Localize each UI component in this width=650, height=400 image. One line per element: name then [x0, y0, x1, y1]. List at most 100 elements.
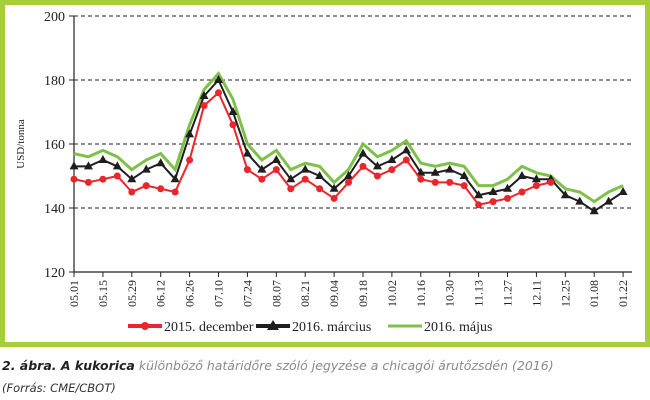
x-tick-label: 10.30: [443, 280, 457, 307]
data-point: [185, 129, 195, 138]
data-point: [215, 89, 222, 97]
series-1: [69, 75, 628, 215]
line-chart: 120 140 160 180 200 USD/tonna 05.01 05.15 05.29 0…: [15, 10, 632, 335]
x-tick-label: 01.08: [587, 280, 601, 307]
data-point: [387, 155, 397, 163]
x-tick-label: 12.11: [529, 280, 543, 307]
data-point: [157, 185, 165, 193]
x-tick-label: 11.13: [472, 280, 486, 307]
data-point: [199, 91, 209, 99]
x-tick-label: 10.16: [414, 280, 428, 307]
data-point: [186, 156, 194, 164]
data-point: [416, 167, 426, 176]
data-point: [315, 171, 325, 179]
caption-text: különböző határidőre szóló jegyzése a ch…: [134, 358, 554, 373]
data-point: [604, 196, 614, 205]
series-line: [73, 71, 624, 204]
data-point: [99, 175, 107, 183]
caption-bold: 2. ábra. A kukorica: [2, 358, 135, 373]
data-point: [242, 148, 252, 157]
data-point: [373, 172, 381, 180]
data-point: [228, 107, 238, 115]
data-point: [417, 175, 425, 183]
y-tick-label: 200: [44, 10, 65, 25]
legend-marker: [141, 322, 149, 330]
data-point: [272, 166, 280, 174]
data-point: [142, 182, 150, 190]
data-point: [84, 178, 92, 186]
data-point: [69, 161, 79, 170]
data-point: [98, 155, 108, 163]
data-point: [460, 182, 468, 190]
data-point: [344, 171, 354, 179]
x-tick-label: 05.29: [125, 280, 139, 307]
data-point: [70, 175, 78, 183]
data-point: [358, 148, 368, 157]
data-point: [128, 188, 136, 196]
data-point: [330, 194, 338, 202]
data-point: [141, 164, 151, 173]
data-point: [113, 172, 121, 180]
data-point: [258, 175, 266, 183]
y-tick-label: 160: [44, 138, 65, 153]
data-point: [243, 166, 251, 174]
series-2: [73, 71, 624, 204]
data-point: [329, 183, 339, 192]
data-point: [170, 174, 180, 183]
series-line: [74, 78, 624, 213]
x-tick-label: 09.04: [327, 280, 341, 307]
data-point: [618, 187, 628, 195]
data-point: [518, 188, 526, 196]
x-tick-label: 07.10: [212, 280, 226, 307]
x-tick-label: 05.01: [67, 280, 81, 307]
data-point: [156, 158, 166, 167]
x-tick-label: 06.26: [183, 280, 197, 307]
series-0: [70, 89, 555, 209]
data-point: [359, 162, 367, 170]
data-point: [345, 178, 353, 186]
data-point: [388, 166, 396, 174]
data-point: [532, 182, 540, 190]
data-point: [214, 75, 223, 83]
data-point: [446, 178, 454, 186]
legend-label: 2016. május: [424, 320, 492, 335]
data-point: [257, 164, 267, 173]
data-point: [431, 178, 439, 186]
data-point: [300, 164, 310, 173]
data-point: [286, 174, 296, 183]
data-point: [200, 102, 208, 110]
x-tick-label: 01.22: [616, 280, 630, 307]
y-tick-label: 120: [44, 266, 65, 281]
data-point: [517, 171, 527, 179]
legend-item: 2016. március: [256, 320, 371, 335]
x-tick-label: 09.18: [356, 280, 370, 307]
data-point: [445, 164, 455, 173]
series-line: [73, 91, 552, 206]
data-point: [287, 185, 295, 193]
data-point: [474, 190, 484, 199]
data-point: [575, 196, 585, 205]
data-point: [589, 206, 599, 215]
legend-label: 2016. március: [292, 320, 371, 335]
x-tick-label: 05.15: [96, 280, 110, 307]
legend-item: 2015. december: [128, 320, 254, 335]
x-tick-label: 06.12: [154, 280, 168, 307]
data-point: [372, 161, 382, 170]
data-point: [531, 174, 541, 183]
data-point: [504, 194, 511, 202]
data-point: [547, 178, 555, 186]
legend-item: 2016. május: [388, 320, 492, 335]
x-tick-label: 10.02: [385, 280, 399, 307]
y-tick-label: 140: [44, 202, 65, 217]
legend-marker: [267, 320, 279, 330]
data-point: [489, 198, 497, 206]
x-tick-label: 08.21: [298, 280, 312, 307]
data-point: [271, 155, 281, 163]
data-point: [83, 161, 93, 170]
data-point: [503, 183, 512, 192]
data-point: [112, 161, 122, 170]
data-point: [171, 188, 179, 196]
data-point: [401, 145, 411, 154]
data-point: [560, 190, 570, 199]
data-point: [316, 185, 324, 193]
